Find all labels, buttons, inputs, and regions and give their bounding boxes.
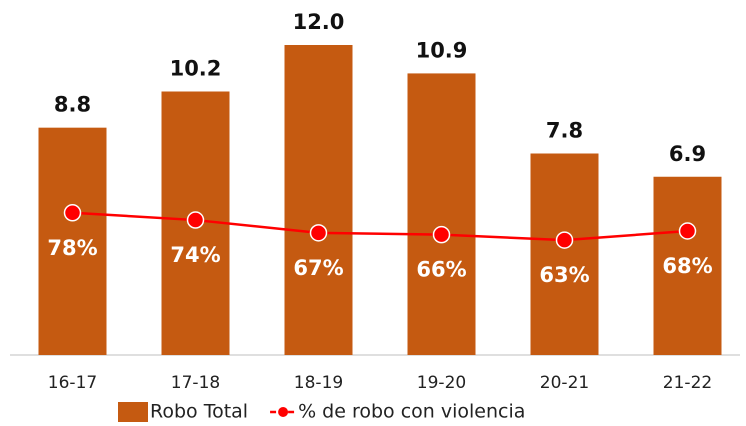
point — [186, 211, 205, 229]
data-label: 10.2 — [170, 57, 222, 81]
data-label: 10.9 — [416, 38, 468, 62]
bar — [38, 127, 107, 356]
data-label: 66% — [416, 258, 466, 282]
data-label: 67% — [293, 256, 343, 280]
x-tick-label: 17-18 — [171, 373, 220, 393]
data-label: 12.0 — [293, 10, 345, 34]
data-label: 74% — [170, 243, 220, 267]
data-label: 63% — [539, 263, 589, 287]
point — [555, 231, 574, 249]
data-label: 7.8 — [546, 119, 583, 143]
x-tick-label: 18-19 — [294, 373, 343, 393]
x-tick-label: 20-21 — [540, 373, 589, 393]
data-label: 78% — [47, 236, 97, 260]
data-label: 8.8 — [54, 93, 91, 117]
bar — [407, 73, 476, 356]
line — [72, 211, 688, 242]
legend-swatch — [278, 407, 289, 417]
point — [309, 224, 328, 242]
point — [63, 204, 82, 222]
x-tick-label: 19-20 — [417, 373, 466, 393]
point — [432, 225, 451, 244]
data-label: 6.9 — [669, 142, 706, 166]
point — [678, 222, 697, 240]
x-tick-label: 16-17 — [48, 373, 97, 393]
bar — [653, 176, 722, 355]
legend-label: Robo Total — [150, 401, 248, 423]
data-label: 68% — [662, 254, 712, 278]
bar — [530, 153, 599, 355]
bar — [284, 45, 353, 355]
x-tick-label: 21-22 — [663, 373, 712, 393]
legend-label: % de robo con violencia — [298, 401, 525, 423]
legend-swatch — [118, 402, 148, 422]
